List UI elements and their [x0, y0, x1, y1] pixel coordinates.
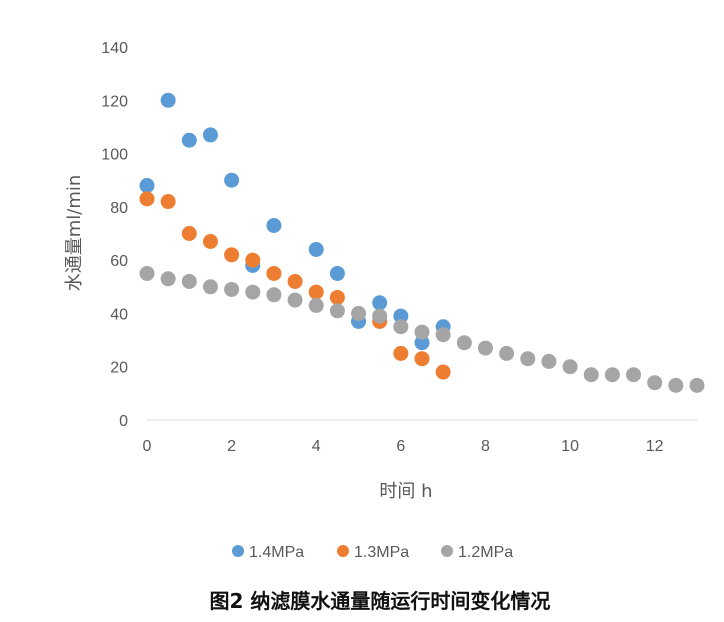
- data-point: [139, 265, 155, 281]
- x-axis-label: 时间 h: [379, 481, 432, 502]
- data-point: [181, 273, 197, 289]
- data-point: [160, 92, 176, 108]
- x-tick-label: 6: [396, 438, 405, 455]
- data-point: [393, 345, 409, 361]
- x-tick-label: 12: [646, 438, 664, 455]
- legend-marker: [441, 545, 453, 557]
- data-point: [393, 308, 409, 324]
- data-point: [520, 351, 536, 367]
- data-point: [329, 303, 345, 319]
- data-point: [202, 279, 218, 295]
- legend-label: 1.2MPa: [458, 544, 513, 561]
- data-point: [456, 335, 472, 351]
- data-point: [668, 377, 684, 393]
- data-point: [224, 172, 240, 188]
- y-tick-label: 0: [119, 413, 128, 430]
- data-point: [329, 289, 345, 305]
- data-point: [583, 367, 599, 383]
- data-point: [160, 271, 176, 287]
- data-point: [308, 284, 324, 300]
- data-point: [181, 226, 197, 241]
- data-point: [477, 340, 493, 356]
- data-point: [414, 351, 430, 367]
- data-point: [435, 364, 451, 380]
- x-tick-label: 0: [143, 438, 152, 455]
- data-point: [351, 305, 367, 321]
- y-axis-label: 水通量ml/min: [64, 175, 85, 292]
- y-tick-label: 40: [110, 306, 128, 323]
- data-point: [308, 297, 324, 313]
- data-point: [541, 353, 557, 369]
- y-tick-label: 120: [101, 93, 128, 110]
- y-tick-label: 80: [110, 200, 128, 217]
- data-point: [287, 273, 303, 289]
- data-point: [647, 375, 663, 391]
- data-point: [266, 265, 282, 281]
- data-point: [202, 127, 218, 143]
- legend-marker: [232, 545, 244, 557]
- data-point: [245, 252, 261, 268]
- legend-marker: [337, 545, 349, 557]
- legend-label: 1.3MPa: [354, 544, 409, 561]
- data-point: [287, 292, 303, 308]
- figure-caption: 图2 纳滤膜水通量随运行时间变化情况: [210, 589, 551, 613]
- data-point: [202, 233, 218, 249]
- y-tick-label: 100: [101, 147, 128, 164]
- data-point: [562, 359, 578, 375]
- x-tick-label: 2: [227, 438, 236, 455]
- data-point: [414, 324, 430, 340]
- x-tick-label: 4: [312, 438, 321, 455]
- y-tick-label: 20: [110, 360, 128, 377]
- data-point: [435, 327, 451, 343]
- data-point: [414, 335, 430, 351]
- y-tick-label: 60: [110, 253, 128, 270]
- data-point: [245, 284, 261, 300]
- data-point: [372, 295, 388, 311]
- data-point: [372, 308, 388, 324]
- data-point: [139, 191, 155, 207]
- data-point: [139, 178, 155, 194]
- data-point: [224, 247, 240, 263]
- data-point: [224, 281, 240, 297]
- x-tick-label: 10: [561, 438, 579, 455]
- data-point: [181, 132, 197, 148]
- x-tick-label: 8: [481, 438, 490, 455]
- data-point: [266, 218, 282, 234]
- legend-label: 1.4MPa: [249, 544, 304, 561]
- data-point: [266, 287, 282, 303]
- data-point: [329, 265, 345, 281]
- data-point: [604, 367, 620, 383]
- y-tick-label: 140: [101, 40, 128, 57]
- data-point: [689, 377, 705, 393]
- data-point: [308, 241, 324, 257]
- data-point: [160, 194, 176, 210]
- data-point: [499, 345, 515, 361]
- data-point: [626, 367, 642, 383]
- data-point: [393, 319, 409, 335]
